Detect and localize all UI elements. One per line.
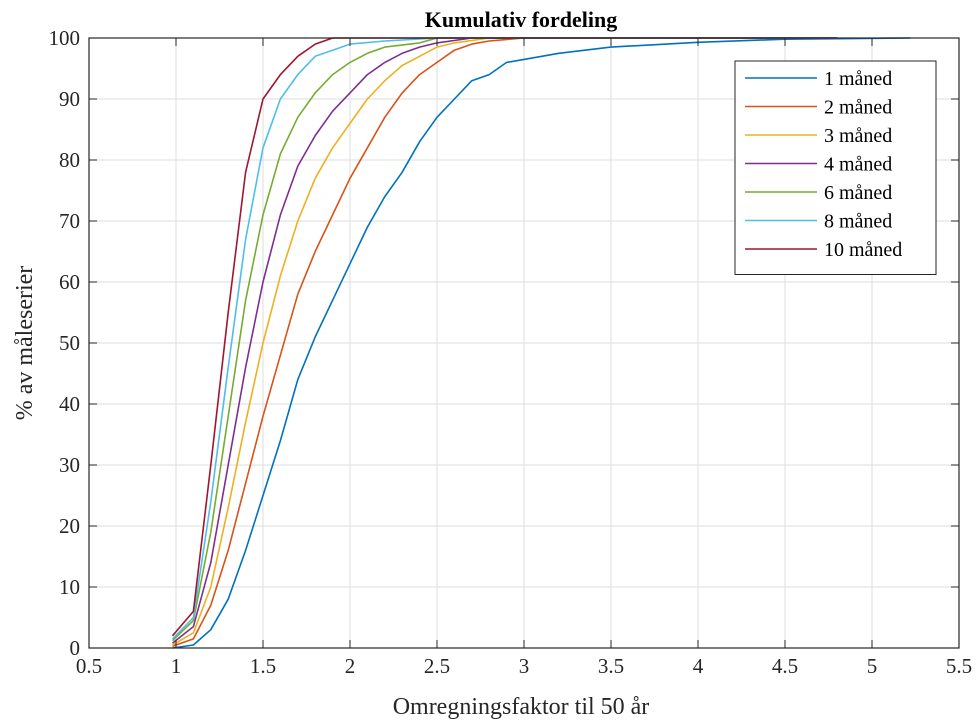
series-line-4 — [172, 37, 838, 644]
series-line-2 — [172, 37, 838, 647]
series-line-1 — [172, 37, 911, 649]
y-tick-label: 0 — [70, 636, 81, 660]
series-line-7 — [171, 37, 838, 637]
x-tick-label: 4 — [693, 654, 704, 678]
legend-label: 2 måned — [824, 97, 892, 119]
y-tick-label: 40 — [59, 392, 80, 416]
y-tick-label: 20 — [59, 514, 80, 538]
x-tick-label: 4.5 — [772, 654, 798, 678]
x-tick-label: 0.5 — [76, 654, 102, 678]
x-axis-label: Omregningsfaktor til 50 år — [393, 694, 650, 720]
x-tick-label: 1.5 — [250, 654, 276, 678]
legend-label: 10 måned — [824, 239, 902, 261]
legend-box — [734, 60, 937, 275]
x-tick-label: 1 — [171, 654, 182, 678]
series-line-6 — [171, 37, 838, 640]
axes: 0.5 1 1.5 2 2.5 3 3.5 4 4.5 5 5.5 0 10 20 30 40 50 60 70 80… — [49, 26, 973, 678]
legend-label: 8 måned — [824, 211, 892, 233]
y-tick-label: 100 — [49, 26, 81, 50]
x-tick-label: 2.5 — [424, 654, 450, 678]
y-tick-label: 90 — [59, 87, 80, 111]
y-tick-label: 70 — [59, 209, 80, 233]
chart-title: Kumulativ fordeling — [425, 7, 618, 32]
y-tick-label: 30 — [59, 453, 80, 477]
legend: 1 måned 2 måned 3 måned 4 måned 6 måned 8 mån… — [734, 60, 937, 275]
plot-series — [171, 37, 911, 649]
y-tick-label: 60 — [59, 270, 80, 294]
x-tick-label: 3.5 — [598, 654, 624, 678]
legend-label: 1 måned — [824, 68, 892, 90]
legend-label: 3 måned — [824, 125, 892, 147]
legend-label: 6 måned — [824, 182, 892, 204]
series-line-3 — [172, 37, 838, 646]
x-tick-label: 5 — [867, 654, 878, 678]
x-tick-label: 5.5 — [946, 654, 972, 678]
y-axis-label: % av måleserier — [12, 266, 38, 421]
y-tick-label: 50 — [59, 331, 80, 355]
legend-label: 4 måned — [824, 154, 892, 176]
y-tick-label: 10 — [59, 575, 80, 599]
x-tick-label: 2 — [345, 654, 356, 678]
series-line-5 — [171, 37, 838, 642]
x-tick-label: 3 — [519, 654, 530, 678]
y-tick-label: 80 — [59, 148, 80, 172]
